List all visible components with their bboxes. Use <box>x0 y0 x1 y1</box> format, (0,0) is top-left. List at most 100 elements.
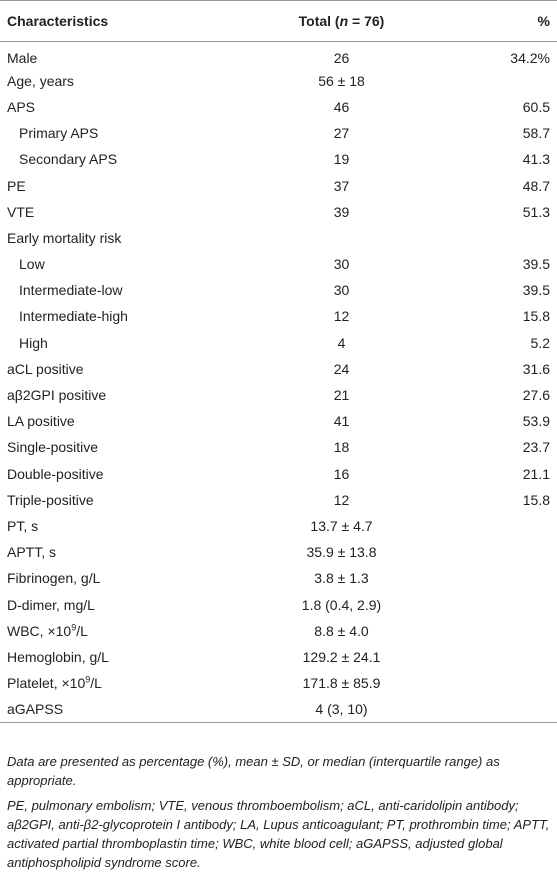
total-cell: 12 <box>333 491 350 508</box>
total-cell: 24 <box>333 360 350 377</box>
label-cell: aCL positive <box>7 360 84 377</box>
label-text: WBC, ×10 <box>7 622 72 639</box>
total-cell: 39 <box>333 203 350 220</box>
percent-cell: 53.9 <box>522 413 550 430</box>
percent-cell: 39.5 <box>522 256 550 273</box>
label-cell: aGAPSS <box>7 701 64 718</box>
percent-cell: 31.6 <box>522 360 550 377</box>
label-cell: PT, s <box>7 517 39 534</box>
label-cell: APS <box>7 98 36 115</box>
table-row: Double-positive 16 21.1 <box>0 461 557 487</box>
label-cell: D-dimer, mg/L <box>7 596 95 613</box>
total-cell: 41 <box>333 413 350 430</box>
percent-cell <box>434 539 557 565</box>
total-cell: 46 <box>333 98 350 115</box>
table-row: Single-positive 18 23.7 <box>0 434 557 460</box>
label-cell: Early mortality risk <box>7 229 122 246</box>
header-cell: % <box>537 13 550 29</box>
table-row: High 4 5.2 <box>0 330 557 356</box>
percent-cell: 60.5 <box>522 98 550 115</box>
label-cell: Age, years <box>7 72 74 89</box>
table-row: Age, years 56 ± 18 <box>0 68 557 94</box>
percent-cell <box>434 513 557 539</box>
header-text: n <box>339 13 349 29</box>
label-text: /L <box>90 675 102 692</box>
table-row: WBC, ×109/L 8.8 ± 4.0 <box>0 618 557 644</box>
label-text: 9 <box>71 622 77 633</box>
percent-cell <box>434 696 557 722</box>
label-cell: LA positive <box>7 413 75 430</box>
table-row: aβ2GPI positive 21 27.6 <box>0 382 557 408</box>
table-row: D-dimer, mg/L 1.8 (0.4, 2.9) <box>0 591 557 617</box>
table-row: Early mortality risk <box>0 225 557 251</box>
percent-cell <box>434 225 557 251</box>
table-row: aGAPSS 4 (3, 10) <box>0 696 557 722</box>
table-row: aCL positive 24 31.6 <box>0 356 557 382</box>
total-cell: 26 <box>333 49 350 66</box>
total-cell <box>249 225 434 251</box>
label-cell: Primary APS <box>19 125 99 142</box>
total-cell: 12 <box>333 308 350 325</box>
percent-cell <box>434 68 557 94</box>
table-row: PE 37 48.7 <box>0 172 557 198</box>
percent-cell: 51.3 <box>522 203 550 220</box>
label-cell: Intermediate-high <box>19 308 128 325</box>
total-cell: 129.2 ± 24.1 <box>302 648 381 665</box>
label-cell: APTT, s <box>7 544 57 561</box>
table-row: APS 46 60.5 <box>0 94 557 120</box>
table-row: VTE 39 51.3 <box>0 199 557 225</box>
total-cell: 56 ± 18 <box>318 72 365 89</box>
label-cell: Triple-positive <box>7 491 94 508</box>
percent-cell: 41.3 <box>522 151 550 168</box>
total-cell: 8.8 ± 4.0 <box>314 622 369 639</box>
total-cell: 37 <box>333 177 350 194</box>
total-cell: 21 <box>333 387 350 404</box>
table-row: Low 30 39.5 <box>0 251 557 277</box>
label-cell: VTE <box>7 203 35 220</box>
percent-cell: 23.7 <box>522 439 550 456</box>
percent-cell: 34.2% <box>510 49 550 66</box>
table-row: Male 26 34.2% <box>0 42 557 68</box>
header-text: Total ( <box>298 13 340 29</box>
total-cell: 18 <box>333 439 350 456</box>
total-cell: 30 <box>333 282 350 299</box>
percent-cell: 15.8 <box>522 308 550 325</box>
percent-cell: 48.7 <box>522 177 550 194</box>
label-cell: Platelet, ×109/L <box>0 670 249 696</box>
label-cell: Low <box>19 256 45 273</box>
label-cell: High <box>19 334 48 351</box>
table-row: PT, s 13.7 ± 4.7 <box>0 513 557 539</box>
table-row: Triple-positive 12 15.8 <box>0 487 557 513</box>
total-cell: 19 <box>333 151 350 168</box>
footnote: Data are presented as percentage (%), me… <box>7 754 500 788</box>
header-row: Characteristics Total (n = 76) % <box>0 0 557 42</box>
table-row: Secondary APS 19 41.3 <box>0 146 557 172</box>
percent-cell: 5.2 <box>530 334 550 351</box>
percent-cell: 39.5 <box>522 282 550 299</box>
total-cell: 35.9 ± 13.8 <box>306 544 377 561</box>
total-cell: 30 <box>333 256 350 273</box>
label-cell: Male <box>7 49 38 66</box>
label-cell: aβ2GPI positive <box>7 387 107 404</box>
table-row: APTT, s 35.9 ± 13.8 <box>0 539 557 565</box>
percent-cell: 27.6 <box>522 387 550 404</box>
label-text: Platelet, ×10 <box>7 675 86 692</box>
percent-cell: 58.7 <box>522 125 550 142</box>
table-row: Intermediate-low 30 39.5 <box>0 277 557 303</box>
label-cell: PE <box>7 177 26 194</box>
percent-cell <box>434 618 557 644</box>
label-cell: Intermediate-low <box>19 282 123 299</box>
table: Characteristics Total (n = 76) % Male 26 3… <box>0 0 557 723</box>
label-cell: Single-positive <box>7 439 99 456</box>
header-text: = 76) <box>348 13 385 29</box>
label-cell: WBC, ×109/L <box>0 618 249 644</box>
header-cell: Total (n = 76) <box>249 1 434 42</box>
percent-cell: 21.1 <box>522 465 550 482</box>
label-text: /L <box>76 622 88 639</box>
label-cell: Hemoglobin, g/L <box>7 648 109 665</box>
percent-cell <box>434 644 557 670</box>
header-cell: Characteristics <box>7 13 109 29</box>
percent-cell: 15.8 <box>522 491 550 508</box>
table-row: Intermediate-high 12 15.8 <box>0 303 557 329</box>
total-cell: 13.7 ± 4.7 <box>310 517 373 534</box>
